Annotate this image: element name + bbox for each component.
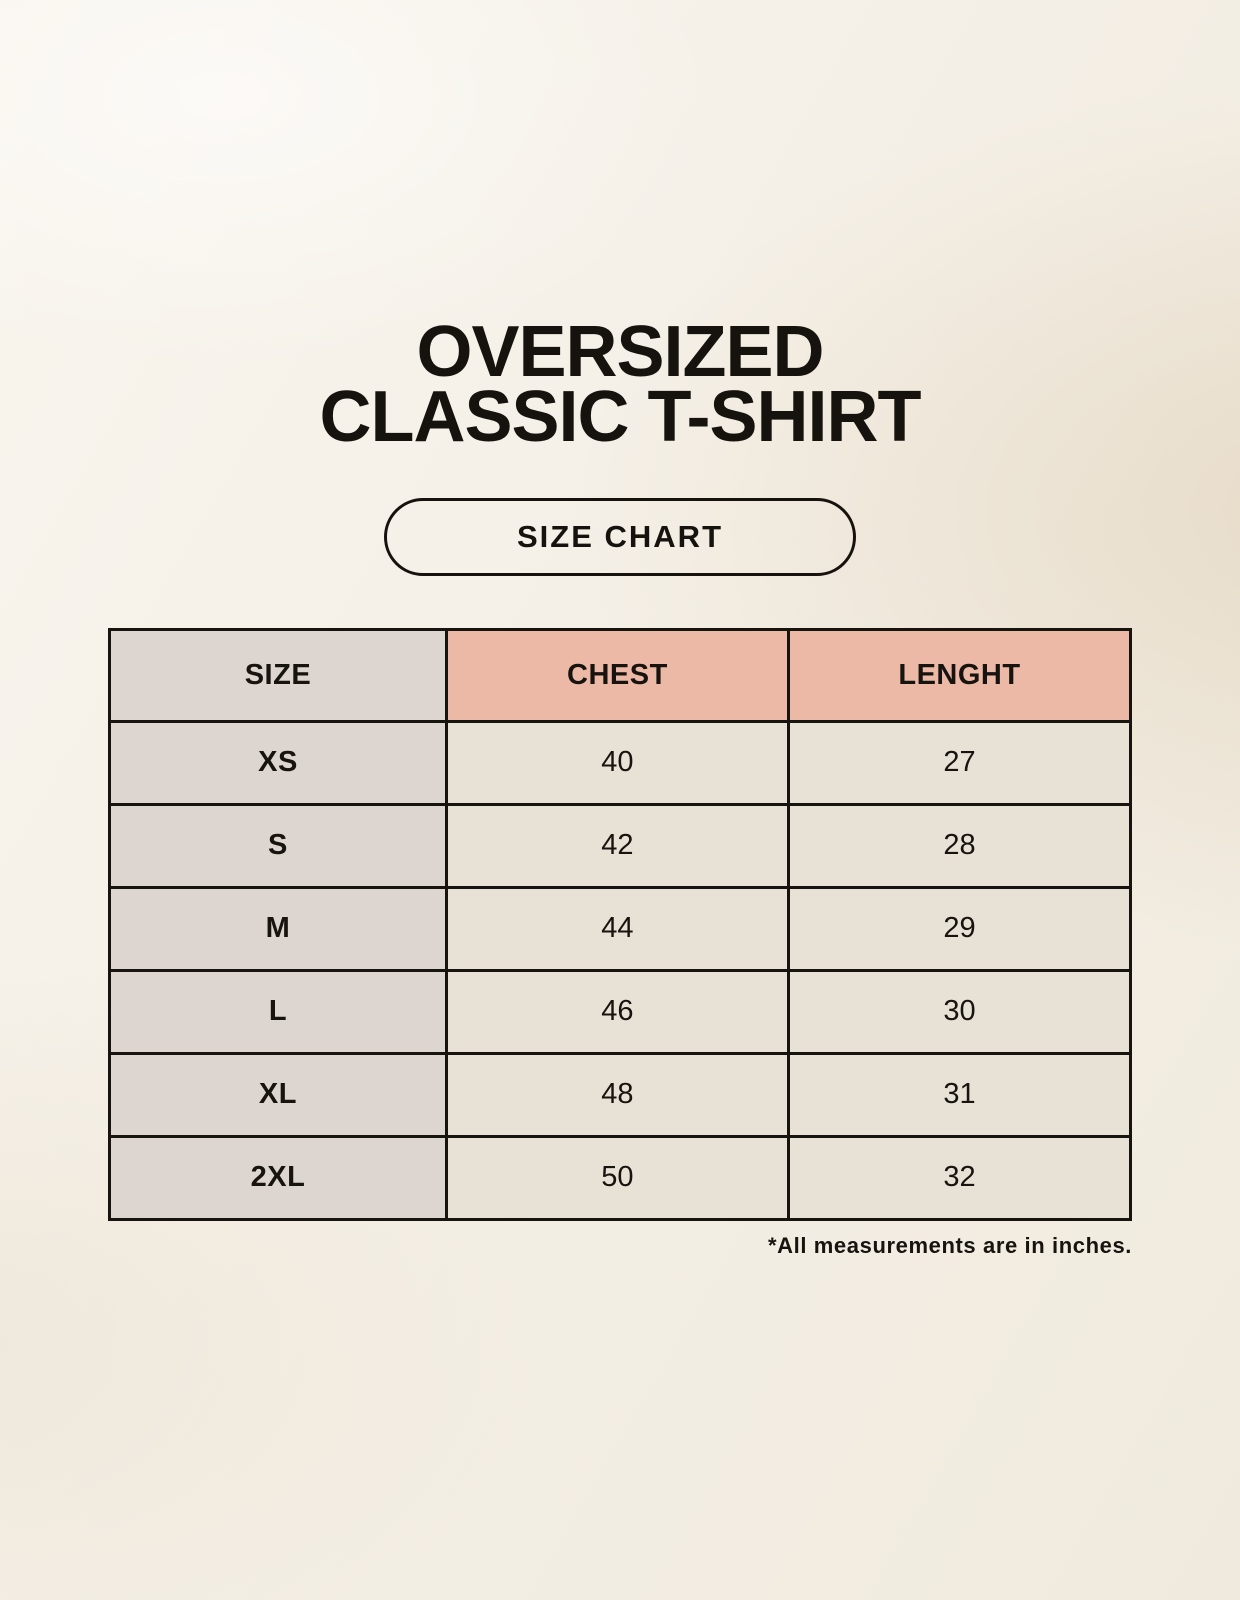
page-title-line2: CLASSIC T-SHIRT — [319, 376, 921, 457]
size-table: SIZE CHEST LENGHT XS 40 27 S 42 28 M — [108, 627, 1133, 1221]
table-header-row: SIZE CHEST LENGHT — [108, 627, 1133, 723]
chest-cell: 50 — [444, 1134, 790, 1221]
size-cell: XL — [108, 1051, 448, 1138]
measurements-footnote: *All measurements are in inches. — [767, 1232, 1132, 1258]
lenght-cell: 30 — [786, 968, 1133, 1055]
table-row: M 44 29 — [108, 885, 1133, 972]
lenght-cell: 27 — [786, 719, 1133, 806]
column-header-lenght: LENGHT — [786, 627, 1133, 723]
chest-cell: 44 — [444, 885, 790, 972]
size-cell: 2XL — [108, 1134, 448, 1221]
table-row: S 42 28 — [108, 802, 1133, 889]
size-chart-badge: SIZE CHART — [384, 497, 856, 576]
size-cell: L — [108, 968, 448, 1055]
content-column: OVERSIZED CLASSIC T-SHIRT SIZE CHART SIZ… — [108, 0, 1133, 1259]
table-row: L 46 30 — [108, 968, 1133, 1055]
lenght-cell: 32 — [786, 1134, 1133, 1221]
chest-cell: 40 — [444, 719, 790, 806]
chest-cell: 48 — [444, 1051, 790, 1138]
lenght-cell: 29 — [786, 885, 1133, 972]
column-header-size: SIZE — [108, 627, 448, 723]
page-title: OVERSIZED CLASSIC T-SHIRT — [108, 312, 1132, 457]
lenght-cell: 28 — [786, 802, 1133, 889]
chest-cell: 42 — [444, 802, 790, 889]
table-row: XL 48 31 — [108, 1051, 1133, 1138]
table-row: XS 40 27 — [108, 719, 1133, 806]
lenght-cell: 31 — [786, 1051, 1133, 1138]
chest-cell: 46 — [444, 968, 790, 1055]
column-header-chest: CHEST — [444, 627, 790, 723]
page-title-line1: OVERSIZED — [416, 312, 824, 392]
size-cell: XS — [108, 719, 448, 806]
table-row: 2XL 50 32 — [108, 1134, 1133, 1221]
size-cell: S — [108, 802, 448, 889]
size-cell: M — [108, 885, 448, 972]
